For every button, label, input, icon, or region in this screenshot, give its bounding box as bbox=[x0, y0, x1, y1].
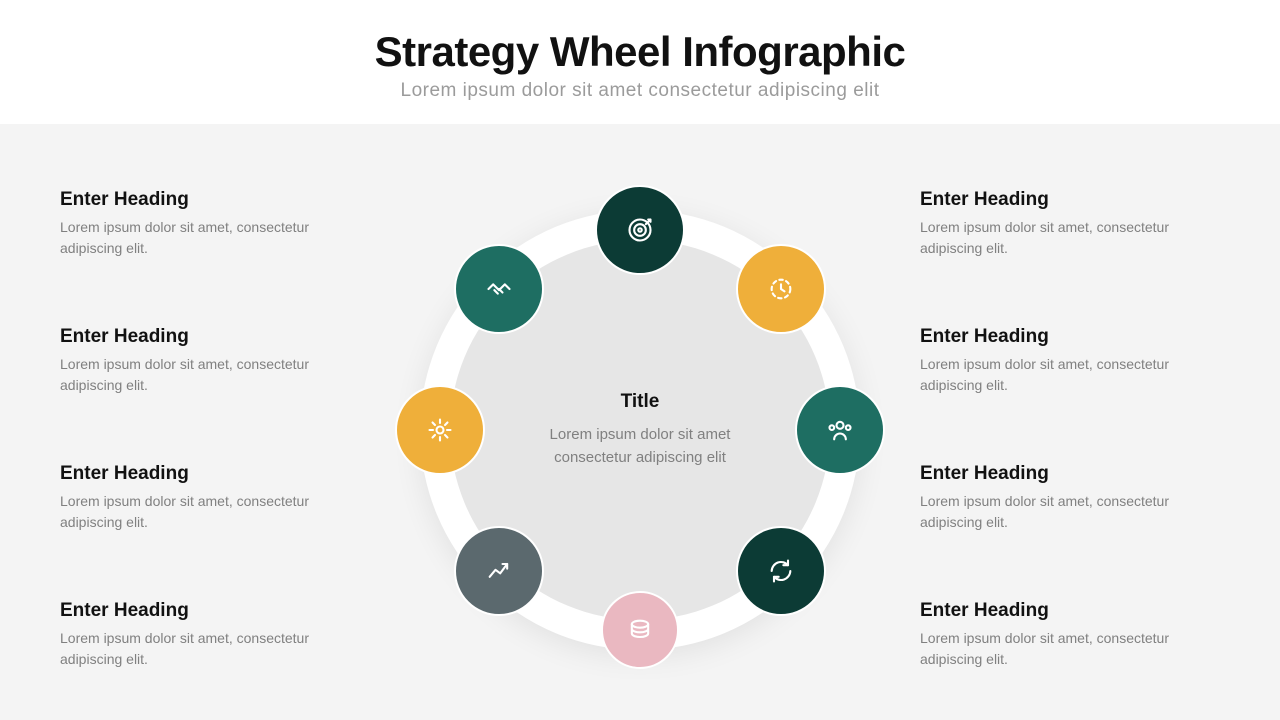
cycle-icon bbox=[767, 557, 795, 585]
trend-icon bbox=[485, 557, 513, 585]
text-block-body: Lorem ipsum dolor sit amet, consectetur … bbox=[920, 491, 1220, 533]
page-subtitle: Lorem ipsum dolor sit amet consectetur a… bbox=[0, 80, 1280, 102]
wheel-node bbox=[454, 526, 544, 616]
text-block: Enter Heading Lorem ipsum dolor sit amet… bbox=[60, 463, 360, 533]
wheel-center: Title Lorem ipsum dolor sit amet consect… bbox=[520, 391, 760, 470]
text-block-heading: Enter Heading bbox=[60, 600, 360, 622]
text-block-body: Lorem ipsum dolor sit amet, consectetur … bbox=[60, 217, 360, 259]
wheel-node bbox=[736, 244, 826, 334]
left-column: Enter Heading Lorem ipsum dolor sit amet… bbox=[60, 189, 360, 670]
text-block: Enter Heading Lorem ipsum dolor sit amet… bbox=[920, 463, 1220, 533]
target-icon bbox=[626, 216, 654, 244]
text-block: Enter Heading Lorem ipsum dolor sit amet… bbox=[60, 189, 360, 259]
text-block-heading: Enter Heading bbox=[60, 189, 360, 211]
wheel-node bbox=[395, 385, 485, 475]
people-icon bbox=[826, 416, 854, 444]
slide: Strategy Wheel Infographic Lorem ipsum d… bbox=[0, 0, 1280, 720]
wheel-node bbox=[795, 385, 885, 475]
wheel-node bbox=[595, 185, 685, 275]
coins-icon bbox=[626, 616, 654, 644]
text-block: Enter Heading Lorem ipsum dolor sit amet… bbox=[920, 189, 1220, 259]
text-block-body: Lorem ipsum dolor sit amet, consectetur … bbox=[920, 354, 1220, 396]
page-title: Strategy Wheel Infographic bbox=[0, 28, 1280, 76]
clock-icon bbox=[767, 275, 795, 303]
handshake-icon bbox=[485, 275, 513, 303]
wheel-center-title: Title bbox=[520, 391, 760, 413]
text-block-body: Lorem ipsum dolor sit amet, consectetur … bbox=[920, 217, 1220, 259]
text-block: Enter Heading Lorem ipsum dolor sit amet… bbox=[60, 600, 360, 670]
wheel-center-body: Lorem ipsum dolor sit amet consectetur a… bbox=[520, 423, 760, 470]
text-block-body: Lorem ipsum dolor sit amet, consectetur … bbox=[60, 491, 360, 533]
text-block-heading: Enter Heading bbox=[920, 463, 1220, 485]
text-block-heading: Enter Heading bbox=[920, 326, 1220, 348]
right-column: Enter Heading Lorem ipsum dolor sit amet… bbox=[920, 189, 1220, 670]
text-block: Enter Heading Lorem ipsum dolor sit amet… bbox=[920, 600, 1220, 670]
text-block-heading: Enter Heading bbox=[920, 189, 1220, 211]
wheel-node bbox=[454, 244, 544, 334]
header: Strategy Wheel Infographic Lorem ipsum d… bbox=[0, 0, 1280, 124]
text-block-body: Lorem ipsum dolor sit amet, consectetur … bbox=[60, 628, 360, 670]
text-block-heading: Enter Heading bbox=[60, 463, 360, 485]
strategy-wheel: Title Lorem ipsum dolor sit amet consect… bbox=[420, 210, 860, 650]
text-block-body: Lorem ipsum dolor sit amet, consectetur … bbox=[920, 628, 1220, 670]
text-block: Enter Heading Lorem ipsum dolor sit amet… bbox=[920, 326, 1220, 396]
wheel-node bbox=[736, 526, 826, 616]
text-block: Enter Heading Lorem ipsum dolor sit amet… bbox=[60, 326, 360, 396]
text-block-heading: Enter Heading bbox=[60, 326, 360, 348]
gear-icon bbox=[426, 416, 454, 444]
wheel-node bbox=[601, 591, 679, 669]
text-block-body: Lorem ipsum dolor sit amet, consectetur … bbox=[60, 354, 360, 396]
body: Enter Heading Lorem ipsum dolor sit amet… bbox=[0, 124, 1280, 720]
text-block-heading: Enter Heading bbox=[920, 600, 1220, 622]
